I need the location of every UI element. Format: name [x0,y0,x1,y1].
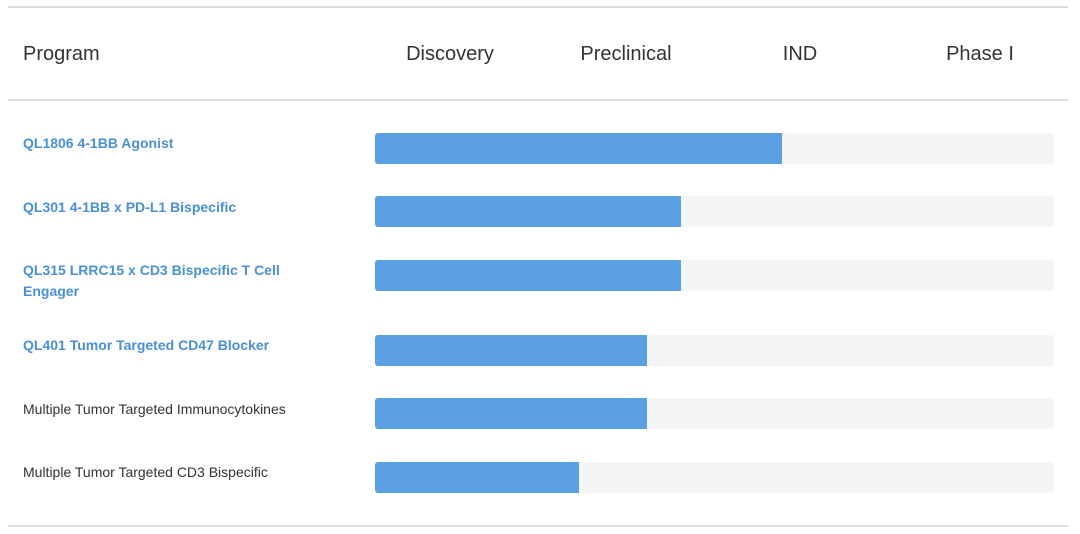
header-phase-preclinical: Preclinical [580,43,672,65]
header-divider [8,99,1068,101]
progress-fill [375,196,681,227]
progress-fill [375,260,681,291]
progress-track [375,196,1054,227]
progress-fill [375,133,783,164]
program-link[interactable]: QL1806 4-1BB Agonist [23,135,174,151]
progress-fill [375,398,647,429]
top-divider [8,6,1068,8]
progress-fill [375,462,579,493]
progress-track [375,133,1054,164]
program-label: Multiple Tumor Targeted CD3 Bispecific [23,464,268,480]
program-link[interactable]: QL315 LRRC15 x CD3 Bispecific T Cell Eng… [23,262,280,299]
program-link[interactable]: QL301 4-1BB x PD-L1 Bispecific [23,199,237,215]
header-phase-discovery: Discovery [406,43,494,65]
progress-track [375,462,1054,493]
header-program: Program [23,43,100,65]
program-label: Multiple Tumor Targeted Immunocytokines [23,401,286,417]
progress-track [375,260,1054,291]
progress-track [375,335,1054,366]
header-phase-ind: IND [782,43,818,65]
bottom-divider [8,525,1068,527]
pipeline-header: Program Discovery Preclinical IND Phase … [0,40,1080,68]
progress-track [375,398,1054,429]
progress-fill [375,335,647,366]
header-phase-phase-1: Phase I [946,43,1014,65]
program-link[interactable]: QL401 Tumor Targeted CD47 Blocker [23,337,270,353]
